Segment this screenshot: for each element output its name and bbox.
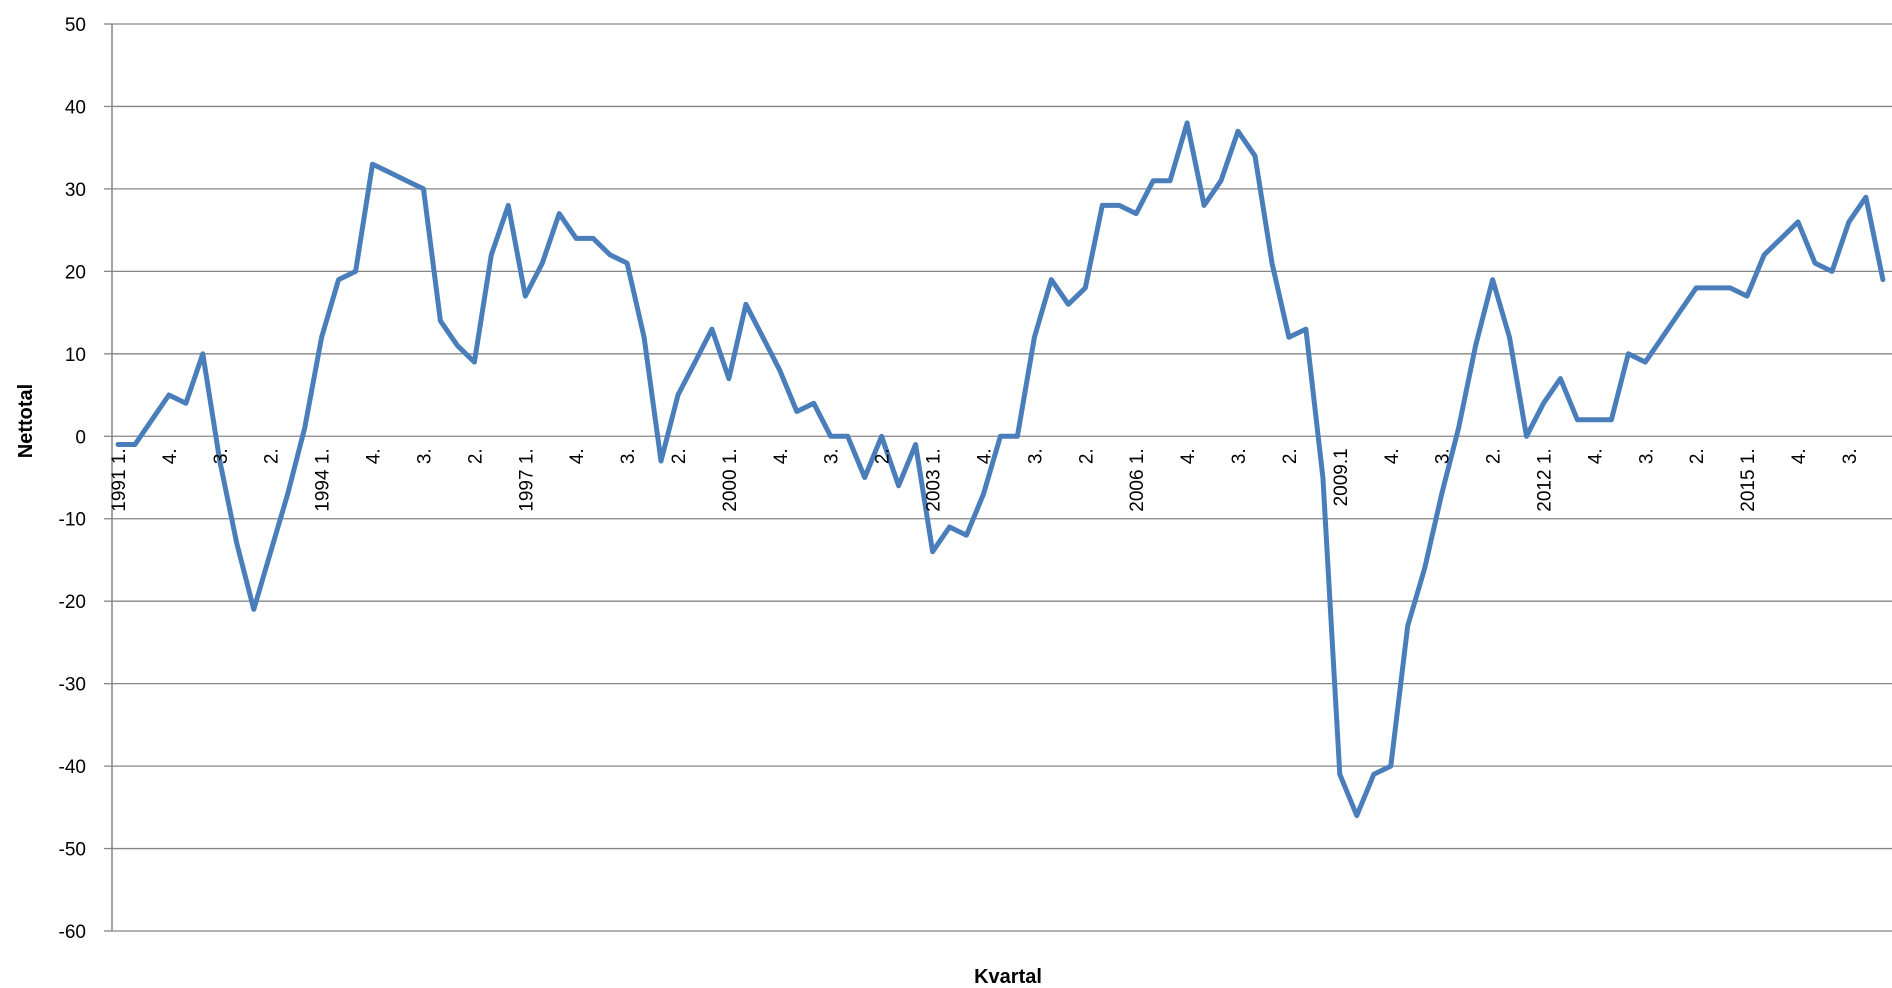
x-tick-label: 2. bbox=[465, 448, 486, 464]
x-tick-label: 2. bbox=[1687, 448, 1708, 464]
y-tick-label: -20 bbox=[59, 592, 86, 613]
x-tick-label: 4. bbox=[771, 448, 792, 464]
x-tick-label: 2. bbox=[873, 448, 894, 464]
x-tick-label: 3. bbox=[618, 448, 639, 464]
x-tick-label: 2. bbox=[1484, 448, 1505, 464]
y-tick-label: 10 bbox=[65, 345, 86, 366]
y-tick-label: 40 bbox=[65, 97, 86, 118]
x-tick-label: 4. bbox=[1382, 448, 1403, 464]
x-tick-label: 3. bbox=[415, 448, 436, 464]
x-tick-label: 4. bbox=[975, 448, 996, 464]
gridlines bbox=[104, 23, 1892, 932]
y-tick-label: 20 bbox=[65, 262, 86, 283]
x-tick-label: 2. bbox=[1280, 448, 1301, 464]
x-tick-label: 1994 1. bbox=[313, 448, 334, 511]
x-tick-label: 2. bbox=[1076, 448, 1097, 464]
y-tick-label: -50 bbox=[59, 840, 86, 861]
x-tick-label: 3. bbox=[1025, 448, 1046, 464]
x-tick-label: 3. bbox=[1229, 448, 1250, 464]
x-tick-label: 2012 1. bbox=[1535, 448, 1556, 511]
x-axis-title: Kvartal bbox=[974, 966, 1042, 988]
y-tick-label: -10 bbox=[59, 510, 86, 531]
series-line bbox=[115, 120, 1886, 819]
x-tick-label: 3. bbox=[1840, 448, 1861, 464]
y-tick-label: 30 bbox=[65, 180, 86, 201]
x-tick-label: 3. bbox=[211, 448, 232, 464]
y-tick-label: -30 bbox=[59, 675, 86, 696]
x-tick-label: 4. bbox=[364, 448, 385, 464]
x-tick-label: 3. bbox=[822, 448, 843, 464]
x-tick-label: 2000 1. bbox=[720, 448, 741, 511]
x-tick-label: 4. bbox=[1789, 448, 1810, 464]
y-axis-ticks: 50 40 30 20 10 0 -10 -20 -30 -40 -50 -60 bbox=[59, 15, 86, 943]
y-tick-label: -60 bbox=[59, 922, 86, 943]
x-tick-label: 1997 1. bbox=[516, 448, 537, 511]
x-tick-label: 2009.1 bbox=[1331, 448, 1352, 506]
x-axis-tick-labels: 1991 1. 4. 3. 2. 1994 1. 4. 3. 2. 1997 1. 4. 3. 2. 2… bbox=[109, 448, 1861, 511]
x-tick-label: 2. bbox=[262, 448, 283, 464]
x-tick-label: 2. bbox=[669, 448, 690, 464]
x-tick-label: 3. bbox=[1636, 448, 1657, 464]
y-axis-title: Nettotal bbox=[15, 384, 37, 458]
x-tick-label: 1991 1. bbox=[109, 448, 130, 511]
x-tick-label: 4. bbox=[1178, 448, 1199, 464]
y-tick-label: -40 bbox=[59, 757, 86, 778]
y-tick-label: 0 bbox=[75, 427, 86, 448]
x-tick-label: 4. bbox=[160, 448, 181, 464]
y-tick-label: 50 bbox=[65, 15, 86, 36]
x-tick-label: 4. bbox=[1585, 448, 1606, 464]
x-tick-label: 3. bbox=[1433, 448, 1454, 464]
x-tick-label: 2003 1. bbox=[924, 448, 945, 511]
x-tick-label: 2006 1. bbox=[1127, 448, 1148, 511]
x-tick-label: 2015 1. bbox=[1738, 448, 1759, 511]
x-tick-label: 4. bbox=[567, 448, 588, 464]
